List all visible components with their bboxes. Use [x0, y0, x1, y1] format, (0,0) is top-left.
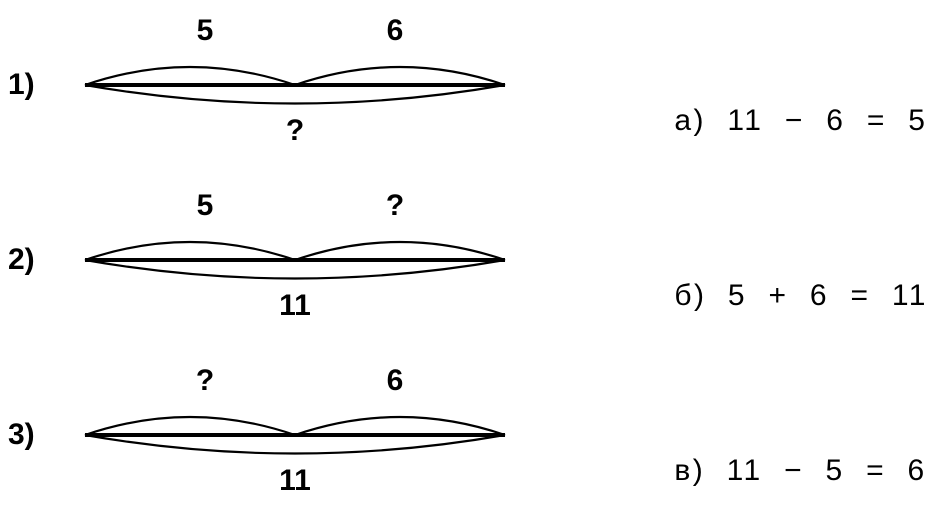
arc-label-bottom-2: 11 — [279, 289, 311, 323]
equation-1: а) 11 − 6 = 5 — [610, 70, 927, 172]
arc-label-top-right-3: 6 — [387, 364, 404, 398]
problem-row-1: 1) 5 6 ? а) 11 − 6 = 5 — [0, 10, 940, 175]
problem-row-3: 3) ? 6 11 в) 11 − 5 = 6 — [0, 360, 940, 524]
arc-label-bottom-3: 11 — [279, 464, 311, 498]
eq3-t4: 6 — [907, 454, 926, 487]
arc-label-top-left-2: 5 — [197, 189, 214, 223]
equation-label-1: а) — [674, 104, 705, 137]
eq3-t1: − — [784, 454, 804, 487]
eq1-t0: 11 — [727, 104, 763, 137]
eq2-t3: = — [850, 279, 870, 312]
arc-label-top-left-1: 5 — [197, 14, 214, 48]
eq2-t4: 11 — [892, 279, 928, 312]
problem-index-3: 3) — [8, 418, 35, 452]
segment-diagram-3: ? 6 11 — [85, 360, 505, 510]
arc-label-top-left-3: ? — [196, 364, 214, 398]
equation-label-2: б) — [674, 279, 706, 312]
problem-index-1: 1) — [8, 68, 35, 102]
eq2-t0: 5 — [728, 279, 747, 312]
arc-label-bottom-1: ? — [286, 114, 304, 148]
eq1-t1: − — [785, 104, 805, 137]
eq1-t3: = — [867, 104, 887, 137]
eq2-t1: + — [768, 279, 788, 312]
arc-label-top-right-1: 6 — [387, 14, 404, 48]
segment-diagram-1: 5 6 ? — [85, 10, 505, 160]
equation-2: б) 5 + 6 = 11 — [610, 245, 928, 347]
eq1-t2: 6 — [826, 104, 845, 137]
equation-label-3: в) — [674, 454, 705, 487]
equation-3: в) 11 − 5 = 6 — [610, 420, 927, 522]
worksheet-page: 1) 5 6 ? а) 11 − 6 = 5 2) — [0, 0, 940, 524]
eq1-t4: 5 — [908, 104, 927, 137]
eq3-t0: 11 — [727, 454, 763, 487]
eq3-t2: 5 — [825, 454, 844, 487]
problem-row-2: 2) 5 ? 11 б) 5 + 6 = 11 — [0, 185, 940, 350]
eq2-t2: 6 — [810, 279, 829, 312]
segment-diagram-2: 5 ? 11 — [85, 185, 505, 335]
eq3-t3: = — [866, 454, 886, 487]
problem-index-2: 2) — [8, 243, 35, 277]
arc-label-top-right-2: ? — [386, 189, 404, 223]
